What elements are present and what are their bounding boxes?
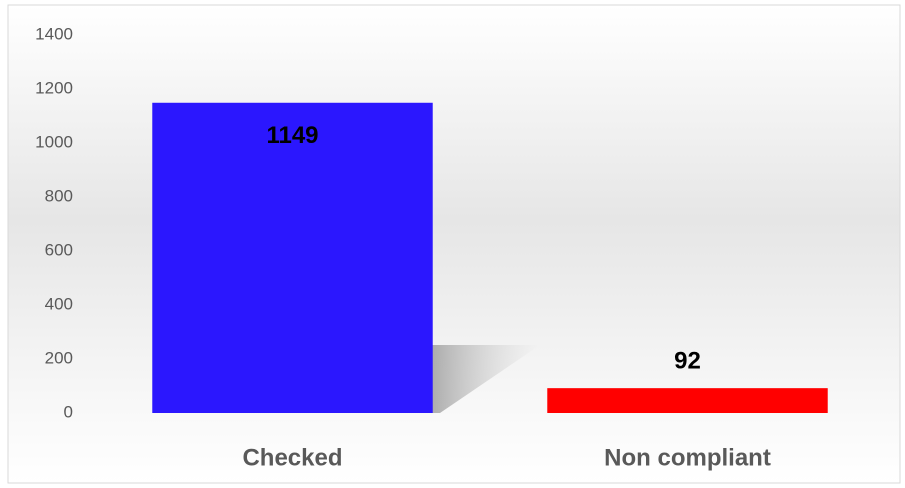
bar xyxy=(547,388,828,413)
bar xyxy=(152,102,433,414)
y-tick-label: 200 xyxy=(45,348,73,367)
x-tick-label: Non compliant xyxy=(604,444,771,471)
y-tick-label: 0 xyxy=(64,402,73,421)
y-tick-label: 1400 xyxy=(35,24,73,43)
x-tick-label: Checked xyxy=(242,444,342,471)
bar-shadow xyxy=(432,345,540,413)
y-tick-label: 1000 xyxy=(35,132,73,151)
y-tick-label: 800 xyxy=(45,186,73,205)
y-tick-label: 600 xyxy=(45,240,73,259)
data-label: 92 xyxy=(674,348,701,375)
y-tick-label: 400 xyxy=(45,294,73,313)
data-label: 1149 xyxy=(266,122,318,149)
y-tick-label: 1200 xyxy=(35,78,73,97)
